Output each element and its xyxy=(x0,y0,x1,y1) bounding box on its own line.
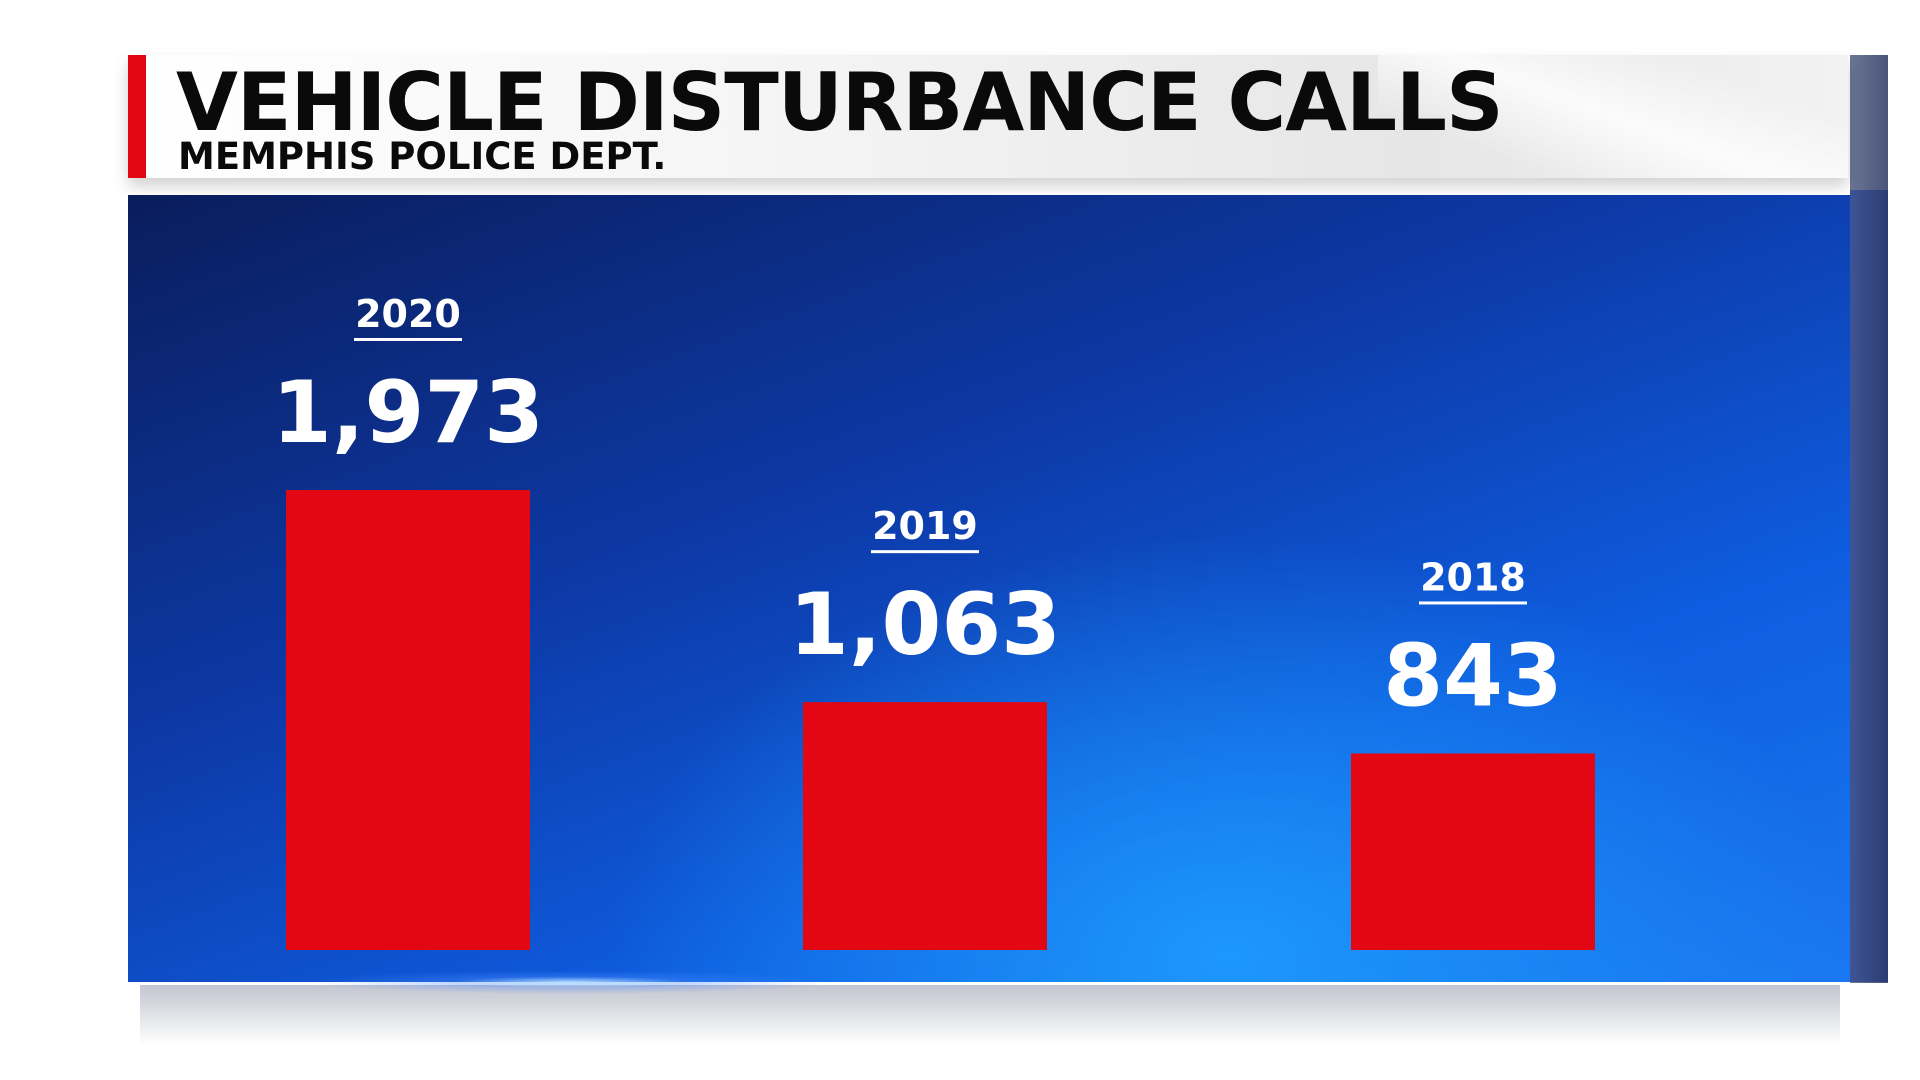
bar-2019 xyxy=(803,702,1047,950)
header-accent-bar xyxy=(128,55,146,178)
floor-glow xyxy=(0,972,1920,1042)
category-label-2019: 2019 xyxy=(872,504,978,548)
category-underline-2018 xyxy=(1419,601,1527,605)
header-sheen xyxy=(1378,55,1848,178)
category-label-2018: 2018 xyxy=(1420,555,1526,599)
chart-panel: 1,973 2020 1,063 2019 843 2018 xyxy=(128,195,1850,982)
category-label-2020: 2020 xyxy=(355,292,461,336)
category-underline-2020 xyxy=(354,338,462,341)
category-underline-2019 xyxy=(871,550,979,554)
value-label-2018: 843 xyxy=(1383,626,1563,726)
side-strip xyxy=(1850,190,1888,982)
value-label-2019: 1,063 xyxy=(789,575,1061,675)
header-band: VEHICLE DISTURBANCE CALLS MEMPHIS POLICE… xyxy=(128,55,1848,178)
bar-chart: 1,973 2020 1,063 2019 843 2018 xyxy=(272,292,1595,950)
bar-2020 xyxy=(286,490,530,950)
chart-subtitle: MEMPHIS POLICE DEPT. xyxy=(178,135,667,178)
value-label-2020: 1,973 xyxy=(272,363,544,463)
bar-2018 xyxy=(1351,753,1595,950)
chart-title: VEHICLE DISTURBANCE CALLS xyxy=(176,56,1504,149)
